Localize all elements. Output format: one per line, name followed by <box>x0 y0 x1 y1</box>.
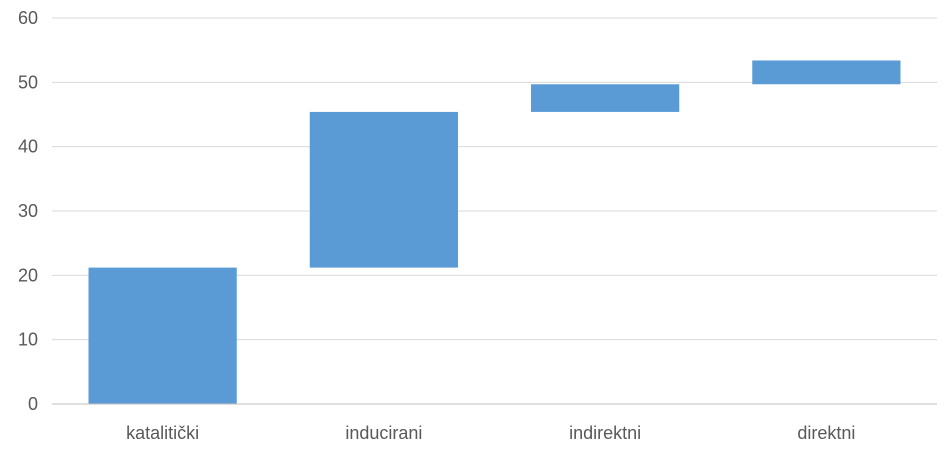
bar-2 <box>309 111 458 268</box>
axes: 0 10 20 30 40 50 60 katalitički inducirani indire… <box>18 8 937 443</box>
y-tick-label-20: 20 <box>18 265 38 285</box>
y-tick-label-10: 10 <box>18 330 38 350</box>
x-tick-label-3: indirektni <box>569 423 641 443</box>
y-tick-label-40: 40 <box>18 137 38 157</box>
bars <box>88 60 901 404</box>
bar-3 <box>531 84 680 112</box>
y-tick-label-30: 30 <box>18 201 38 221</box>
y-tick-label-0: 0 <box>28 394 38 414</box>
bar-1 <box>88 267 237 404</box>
y-tick-label-50: 50 <box>18 72 38 92</box>
x-tick-label-1: katalitički <box>126 423 199 443</box>
x-tick-label-2: inducirani <box>345 423 422 443</box>
y-tick-label-60: 60 <box>18 8 38 28</box>
x-tick-label-4: direktni <box>797 423 855 443</box>
bar-4 <box>752 60 901 85</box>
